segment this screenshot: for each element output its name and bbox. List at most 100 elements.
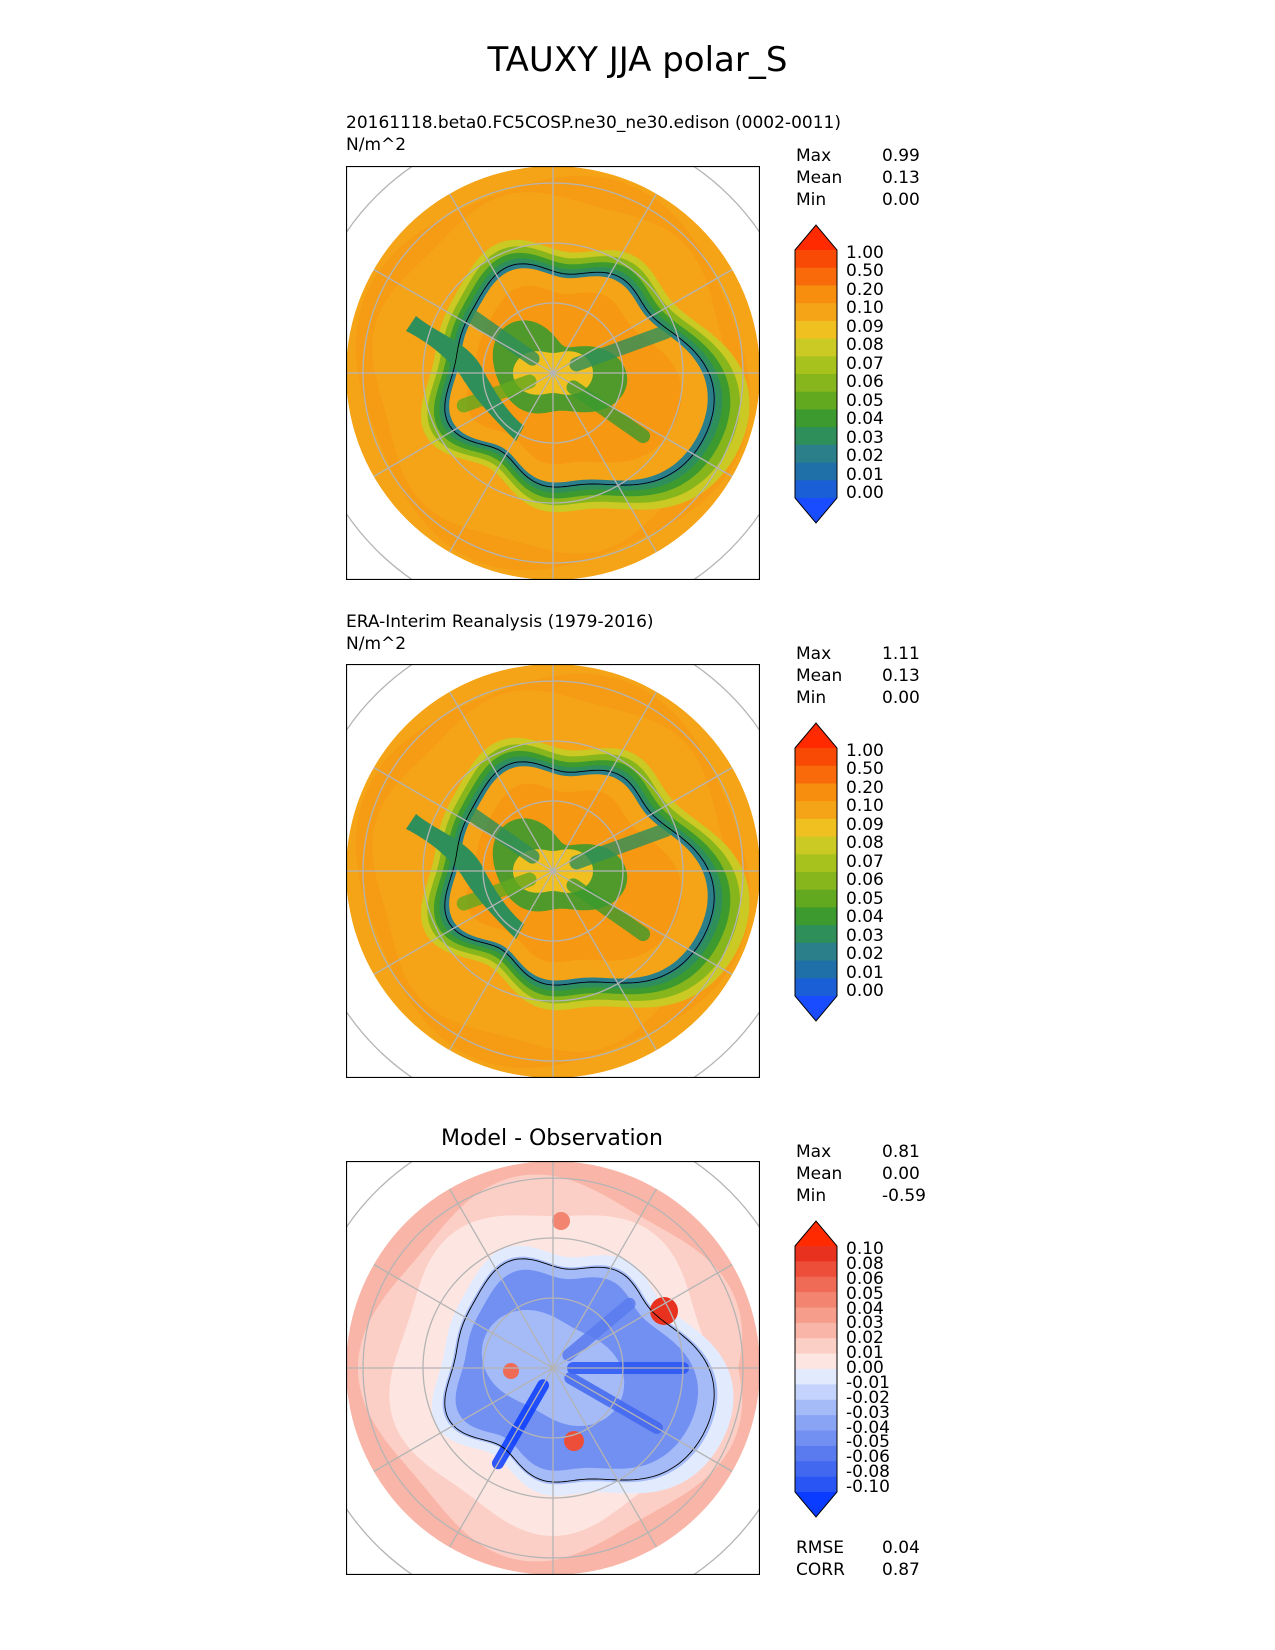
panel-1-units: N/m^2: [346, 135, 407, 155]
colorbar-tick-label: 0.00: [846, 981, 884, 1001]
colorbar-segment: [795, 1261, 837, 1278]
colorbar-segment: [795, 907, 837, 926]
colorbar-tick-label: -0.02: [846, 1387, 890, 1408]
colorbar-segment: [795, 925, 837, 944]
map-frame: [346, 664, 760, 1078]
panel-2-stat-max: Max 1.11: [796, 644, 920, 664]
colorbar-tick-label: 0.03: [846, 427, 884, 448]
colorbar-segment: [795, 836, 837, 855]
colorbar-segment: [795, 444, 837, 464]
colorbar-tick-label: 0.01: [846, 464, 884, 485]
colorbar-tick-label: 0.09: [846, 814, 884, 835]
colorbar-tick-label: 0.20: [846, 279, 884, 300]
colorbar-segment: [795, 1430, 837, 1447]
colorbar-segment: [795, 872, 837, 891]
panel-3-title: Model - Observation: [441, 1126, 663, 1151]
panel-2-colorbar-labels: 0.00 0.01 0.02 0.03 0.04 0.05 0.06 0.07 0.08 0.09…: [846, 722, 926, 1022]
colorbar-outline: [794, 722, 838, 1022]
panel-1-colorbar: [794, 224, 838, 524]
colorbar-tick-label: 1.00: [846, 243, 884, 263]
colorbar-tick-label: 0.10: [846, 796, 884, 817]
colorbar-tick-label: 0.04: [846, 409, 884, 430]
colorbar-tick-label: 0.50: [846, 759, 884, 780]
panel-3-map: [346, 1161, 760, 1575]
colorbar-segment: [795, 765, 837, 785]
colorbar-tick-label: 0.02: [846, 944, 884, 965]
colorbar-segment: [795, 801, 837, 820]
field-streak: [456, 374, 537, 413]
panel-1-stat-mean: Mean 0.13: [796, 168, 920, 188]
colorbar-tick-label: -0.10: [846, 1477, 890, 1497]
colorbar-segment: [795, 267, 837, 287]
panel-1-stat-min: Min 0.00: [796, 190, 920, 210]
panel-3-stat-mean: Mean 0.00: [796, 1164, 920, 1184]
colorbar-tick-label: 0.00: [846, 483, 884, 503]
colorbar-segment: [795, 285, 837, 304]
colorbar-tick-label: 0.08: [846, 335, 884, 356]
colorbar-segment: [795, 462, 837, 481]
figure-title: TAUXY JJA polar_S: [487, 40, 788, 80]
colorbar-segment: [795, 1246, 837, 1262]
panel-2-colorbar: [794, 722, 838, 1022]
colorbar-extend-max: [795, 723, 837, 748]
colorbar-tick-label: 0.01: [846, 1343, 884, 1364]
colorbar-segment: [795, 1399, 837, 1416]
field-hotspot: [564, 1431, 584, 1451]
colorbar-segment: [795, 320, 837, 340]
colorbar-segment: [795, 854, 837, 873]
colorbar-segment: [795, 942, 837, 962]
field-hotspot: [503, 1363, 519, 1379]
colorbar-tick-label: 0.05: [846, 888, 884, 909]
colorbar-tick-label: 0.02: [846, 1328, 884, 1349]
colorbar-segment: [795, 1461, 837, 1478]
field-streak: [566, 380, 651, 444]
colorbar-segment: [795, 1384, 837, 1401]
panel-3-colorbar: [794, 1220, 838, 1518]
field-streak: [456, 872, 537, 911]
colorbar-segment: [795, 427, 837, 446]
field-peninsula: [406, 814, 524, 939]
colorbar-segment: [795, 889, 837, 909]
colorbar-segment: [795, 960, 837, 979]
panel-3-stat-max: Max 0.81: [796, 1142, 920, 1162]
colorbar-segment: [795, 818, 837, 838]
colorbar-extend-max: [795, 1221, 837, 1246]
map-frame: [346, 1161, 760, 1575]
colorbar-segment: [795, 978, 837, 997]
colorbar-extend-min: [795, 498, 837, 523]
colorbar-segment: [795, 1476, 837, 1493]
colorbar-segment: [795, 783, 837, 802]
colorbar-tick-label: 0.09: [846, 316, 884, 337]
colorbar-tick-label: 0.05: [846, 1283, 884, 1304]
colorbar-tick-label: 0.50: [846, 261, 884, 282]
colorbar-segment: [795, 1369, 837, 1385]
meridian-line: [448, 691, 658, 1051]
field-streak: [562, 1297, 636, 1362]
panel-3-stat-corr: CORR 0.87: [796, 1560, 920, 1580]
panel-1-stat-max: Max 0.99: [796, 146, 920, 166]
colorbar-segment: [795, 250, 837, 269]
colorbar-tick-label: 0.03: [846, 1313, 884, 1334]
colorbar-segment: [795, 409, 837, 428]
colorbar-segment: [795, 1415, 837, 1432]
panel-3-colorbar-labels: -0.10 -0.08 -0.06 -0.05 -0.04 -0.03 -0.02 -0.01…: [846, 1220, 926, 1518]
panel-2-stat-mean: Mean 0.13: [796, 666, 920, 686]
colorbar-tick-label: 0.00: [846, 1358, 884, 1378]
colorbar-outline: [794, 1220, 838, 1518]
colorbar-segment: [795, 391, 837, 411]
colorbar-tick-label: 0.07: [846, 353, 884, 374]
field-streak: [569, 324, 673, 372]
colorbar-tick-label: 0.08: [846, 833, 884, 854]
colorbar-tick-label: -0.05: [846, 1432, 890, 1453]
colorbar-segment: [795, 1292, 837, 1309]
colorbar-tick-label: 0.10: [846, 298, 884, 319]
colorbar-extend-max: [795, 225, 837, 250]
colorbar-segment: [795, 338, 837, 357]
colorbar-tick-label: 0.04: [846, 1298, 884, 1319]
meridian-line: [448, 1188, 658, 1548]
panel-3-stat-min: Min -0.59: [796, 1186, 926, 1206]
colorbar-segment: [795, 303, 837, 322]
field-hotspot: [650, 1297, 678, 1325]
panel-3-stat-rmse: RMSE 0.04: [796, 1538, 920, 1558]
colorbar-segment: [795, 1322, 837, 1339]
